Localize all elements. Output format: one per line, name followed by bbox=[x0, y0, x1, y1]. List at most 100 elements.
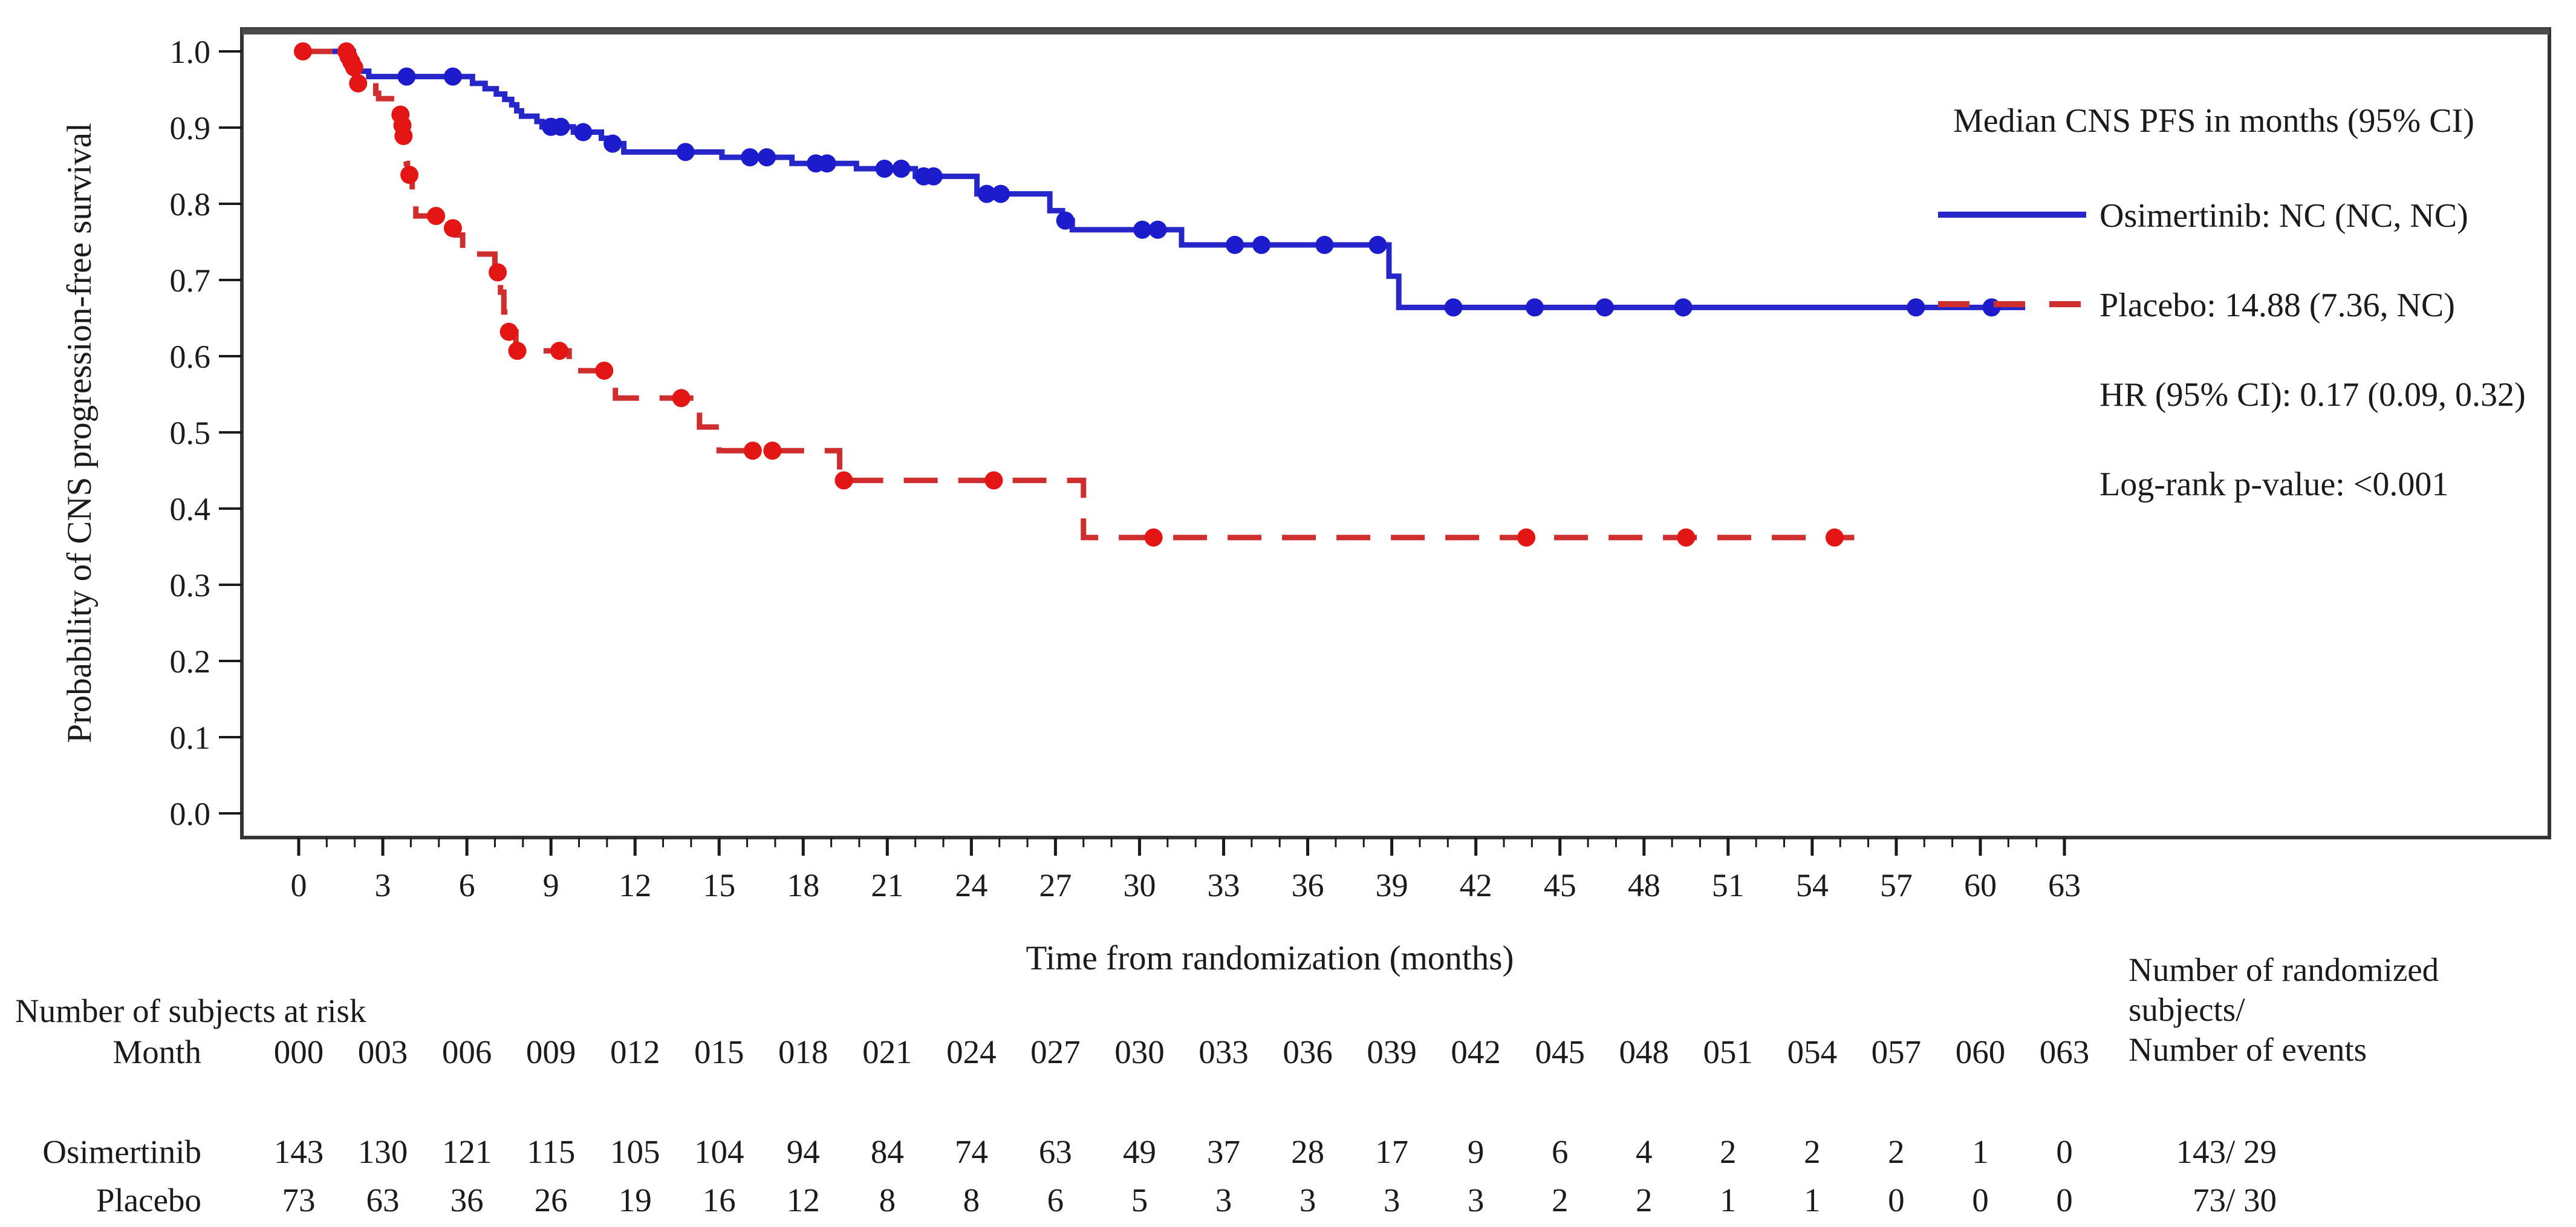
censor-mark bbox=[345, 58, 363, 77]
x-tick-label: 60 bbox=[1964, 867, 1997, 903]
at-risk-month-label: 012 bbox=[610, 1033, 660, 1070]
y-tick-label: 0.3 bbox=[170, 567, 211, 604]
right-header-line: subjects/ bbox=[2129, 991, 2245, 1028]
censor-mark bbox=[1825, 528, 1844, 547]
at-risk-count: 9 bbox=[1468, 1133, 1485, 1170]
censor-mark bbox=[1226, 236, 1244, 255]
x-tick-label: 33 bbox=[1208, 867, 1240, 903]
y-tick-label: 0.5 bbox=[170, 415, 211, 451]
censor-mark bbox=[743, 441, 762, 460]
at-risk-count: 130 bbox=[358, 1133, 408, 1170]
y-tick-label: 0.7 bbox=[170, 262, 211, 299]
at-risk-month-label: 009 bbox=[526, 1033, 576, 1070]
at-risk-count: 1 bbox=[1804, 1182, 1821, 1219]
censor-mark bbox=[1595, 298, 1614, 317]
at-risk-count: 0 bbox=[2056, 1133, 2073, 1170]
x-tick-label: 0 bbox=[291, 867, 307, 903]
censor-mark bbox=[977, 184, 996, 203]
at-risk-count: 19 bbox=[619, 1182, 652, 1219]
at-risk-count: 121 bbox=[442, 1133, 492, 1170]
at-risk-count: 49 bbox=[1123, 1133, 1156, 1170]
at-risk-month-label: 039 bbox=[1367, 1033, 1417, 1070]
x-tick-label: 54 bbox=[1796, 867, 1829, 903]
at-risk-count: 105 bbox=[610, 1133, 660, 1170]
legend-entry-label: Osimertinib: NC (NC, NC) bbox=[2100, 197, 2468, 235]
x-tick-label: 12 bbox=[619, 867, 651, 903]
at-risk-count: 143 bbox=[274, 1133, 324, 1170]
censor-mark bbox=[1056, 211, 1075, 230]
censor-mark bbox=[1982, 298, 2001, 317]
x-tick-label: 42 bbox=[1460, 867, 1492, 903]
censor-mark bbox=[741, 148, 759, 167]
at-risk-month-label: 030 bbox=[1114, 1033, 1165, 1070]
at-risk-count: 0 bbox=[1888, 1182, 1905, 1219]
x-tick-label: 24 bbox=[955, 867, 987, 903]
at-risk-count: 2 bbox=[1720, 1133, 1737, 1170]
at-risk-count: 2 bbox=[1888, 1133, 1905, 1170]
at-risk-count: 6 bbox=[1552, 1133, 1569, 1170]
at-risk-count: 12 bbox=[787, 1182, 820, 1219]
at-risk-count: 74 bbox=[955, 1133, 988, 1170]
at-risk-count: 2 bbox=[1552, 1182, 1569, 1219]
censor-mark bbox=[818, 154, 836, 173]
censor-mark bbox=[758, 148, 776, 167]
x-tick-label: 45 bbox=[1544, 867, 1576, 903]
censor-mark bbox=[834, 471, 853, 490]
censor-mark bbox=[1526, 298, 1544, 317]
at-risk-month-label: 036 bbox=[1283, 1033, 1333, 1070]
at-risk-month-label: 018 bbox=[778, 1033, 828, 1070]
at-risk-count: 36 bbox=[450, 1182, 484, 1219]
censor-mark bbox=[443, 67, 462, 86]
at-risk-count: 104 bbox=[694, 1133, 744, 1170]
at-risk-count: 0 bbox=[2056, 1182, 2073, 1219]
osimertinib-curve bbox=[299, 48, 2026, 310]
at-risk-month-label: 000 bbox=[274, 1033, 324, 1070]
censor-mark bbox=[489, 263, 507, 282]
at-risk-count: 17 bbox=[1375, 1133, 1408, 1170]
at-risk-month-header: Month bbox=[112, 1033, 201, 1070]
at-risk-month-label: 024 bbox=[946, 1033, 997, 1070]
censor-mark bbox=[763, 441, 782, 460]
censor-mark bbox=[499, 322, 518, 341]
at-risk-count: 6 bbox=[1047, 1182, 1064, 1219]
x-tick-label: 51 bbox=[1712, 867, 1745, 903]
y-tick-label: 0.9 bbox=[170, 110, 211, 146]
at-risk-count: 2 bbox=[1804, 1133, 1821, 1170]
at-risk-count: 4 bbox=[1636, 1133, 1653, 1170]
x-tick-label: 21 bbox=[871, 867, 903, 903]
y-axis-title: Probability of CNS progression-free surv… bbox=[60, 123, 99, 743]
censor-mark bbox=[1677, 528, 1696, 547]
y-tick-label: 0.2 bbox=[170, 643, 211, 680]
y-tick-label: 1.0 bbox=[170, 34, 211, 70]
censor-mark bbox=[550, 342, 569, 360]
at-risk-count: 2 bbox=[1636, 1182, 1653, 1219]
censor-mark bbox=[1517, 528, 1536, 547]
censor-mark bbox=[293, 42, 312, 60]
censor-mark bbox=[443, 219, 462, 238]
at-risk-count: 5 bbox=[1131, 1182, 1148, 1219]
legend-stat: Log-rank p-value: <0.001 bbox=[2100, 466, 2448, 503]
censor-mark bbox=[992, 184, 1010, 203]
at-risk-month-label: 054 bbox=[1787, 1033, 1838, 1070]
y-tick-label: 0.8 bbox=[170, 186, 211, 223]
at-risk-count: 8 bbox=[963, 1182, 980, 1219]
at-risk-count: 63 bbox=[366, 1182, 400, 1219]
at-risk-count: 1 bbox=[1972, 1133, 1989, 1170]
legend-entry-label: Placebo: 14.88 (7.36, NC) bbox=[2100, 287, 2455, 324]
at-risk-month-label: 003 bbox=[358, 1033, 408, 1070]
at-risk-month-label: 051 bbox=[1703, 1033, 1754, 1070]
y-tick-label: 0.4 bbox=[170, 491, 211, 527]
censor-mark bbox=[427, 207, 446, 226]
censor-mark bbox=[984, 471, 1003, 490]
censor-mark bbox=[397, 67, 416, 86]
censor-mark bbox=[595, 361, 614, 380]
at-risk-month-label: 045 bbox=[1535, 1033, 1585, 1070]
at-risk-count: 73 bbox=[282, 1182, 316, 1219]
legend-title: Median CNS PFS in months (95% CI) bbox=[1953, 102, 2474, 140]
censor-mark bbox=[1148, 220, 1167, 239]
at-risk-summary: 73/ 30 bbox=[2193, 1182, 2277, 1219]
y-tick-label: 0.0 bbox=[170, 796, 211, 832]
osimertinib-censor-marks bbox=[397, 67, 2001, 317]
censor-mark bbox=[1315, 236, 1334, 255]
